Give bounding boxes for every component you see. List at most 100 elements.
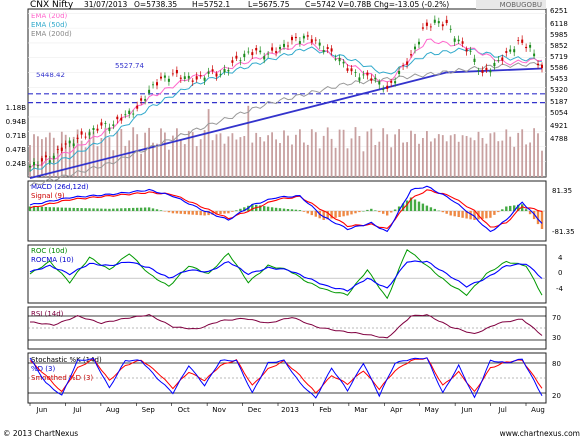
candle-body xyxy=(302,35,305,39)
volume-bar xyxy=(501,140,504,177)
volume-bar xyxy=(255,132,258,177)
volume-bar xyxy=(513,146,516,177)
macd-histogram-bar xyxy=(76,208,79,211)
macd-histogram-bar xyxy=(445,211,448,214)
macd-histogram-bar xyxy=(175,211,179,214)
brand-label: MOBUGOBU xyxy=(500,1,542,9)
x-tick-label: Jun xyxy=(36,406,48,414)
macd-histogram-bar xyxy=(346,211,349,216)
volume-bar xyxy=(33,134,35,177)
macd-histogram-bar xyxy=(96,208,99,211)
candle-body xyxy=(501,57,504,61)
candle-body xyxy=(283,43,285,47)
volume-bar xyxy=(128,140,131,177)
volume-bar xyxy=(124,145,127,177)
macd-histogram-bar xyxy=(104,208,107,211)
macd-histogram-bar xyxy=(338,211,341,217)
candle-body xyxy=(104,123,107,124)
candle-body xyxy=(342,61,345,64)
candle-body xyxy=(346,68,349,71)
volume-bar xyxy=(497,141,500,177)
candle-body xyxy=(493,62,496,67)
candle-body xyxy=(255,48,258,51)
macd-histogram-bar xyxy=(374,210,377,211)
candle-body xyxy=(44,155,47,158)
volume-bar xyxy=(275,139,277,177)
candle-body xyxy=(140,98,143,101)
volume-bar xyxy=(279,143,281,177)
volume-bar xyxy=(318,148,321,177)
candle-body xyxy=(271,47,274,51)
volume-bar xyxy=(271,132,273,177)
macd-histogram-bar xyxy=(36,206,40,211)
macd-histogram-bar xyxy=(28,206,32,211)
trendline-extension xyxy=(446,67,543,74)
candle-body xyxy=(199,75,202,76)
volume-bar xyxy=(509,136,512,177)
candle-body xyxy=(203,77,206,81)
macd-histogram-bar xyxy=(263,206,266,211)
volume-bar xyxy=(394,134,396,177)
candle-body xyxy=(370,78,373,81)
volume-bar xyxy=(243,136,246,177)
volume-bar xyxy=(92,131,95,177)
stochastic-panel xyxy=(27,352,547,404)
macd-histogram-bar xyxy=(163,211,167,212)
macd-histogram-bar xyxy=(453,211,456,217)
macd-histogram-bar xyxy=(159,210,163,211)
candle-body xyxy=(294,36,297,39)
candle-body xyxy=(231,60,234,63)
candle-body xyxy=(473,58,476,62)
macd-histogram-bar xyxy=(72,207,75,211)
volume-bar xyxy=(148,127,150,177)
volume-bar xyxy=(422,138,424,177)
candle-body xyxy=(68,140,71,144)
volume-bar xyxy=(533,128,535,177)
macd-histogram-bar xyxy=(417,201,421,211)
candle-body xyxy=(445,19,448,23)
candle-body xyxy=(382,89,385,91)
candle-body xyxy=(322,50,325,53)
candle-body xyxy=(310,39,313,43)
volume-bar xyxy=(445,141,448,177)
macd-histogram-bar xyxy=(405,200,409,211)
macd-histogram-bar xyxy=(366,209,369,211)
candle-body xyxy=(425,22,428,26)
macd-histogram-bar xyxy=(147,207,151,211)
volume-bar xyxy=(489,133,492,177)
macd-histogram-bar xyxy=(501,209,504,211)
volume-tick: 0.94B xyxy=(6,118,27,126)
macd-histogram-bar xyxy=(44,207,48,211)
candle-body xyxy=(354,72,357,73)
macd-histogram-bar xyxy=(112,208,115,211)
macd-histogram-bar xyxy=(513,205,516,211)
volume-bar xyxy=(104,127,107,177)
volume-bar xyxy=(525,144,527,177)
volume-bar xyxy=(283,130,285,177)
macd-histogram-bar xyxy=(540,211,544,229)
candle-body xyxy=(263,56,266,60)
volume-bar xyxy=(362,151,365,177)
macd-histogram-bar xyxy=(334,211,337,218)
volume-bar xyxy=(120,129,123,177)
volume-bar xyxy=(84,147,87,177)
macd-histogram-bar xyxy=(354,211,357,214)
candle-body xyxy=(211,69,214,72)
macd-histogram-bar xyxy=(143,207,147,211)
candle-body xyxy=(219,73,222,75)
candle-body xyxy=(207,71,210,74)
volume-bar xyxy=(144,132,146,177)
candle-body xyxy=(481,70,484,73)
candle-body xyxy=(239,60,242,62)
macd-histogram-bar xyxy=(32,206,36,211)
volume-bar xyxy=(326,127,329,177)
price-tick: 4921 xyxy=(550,122,568,130)
candle-body xyxy=(36,165,39,167)
candle-body xyxy=(163,75,166,78)
rsi-line xyxy=(30,313,543,339)
open-label: O=5738.35 xyxy=(134,0,177,9)
macd-histogram-bar xyxy=(68,207,71,211)
candle-body xyxy=(406,61,409,65)
macd-histogram-bar xyxy=(290,209,294,211)
x-tick-label: Jul xyxy=(497,406,507,414)
